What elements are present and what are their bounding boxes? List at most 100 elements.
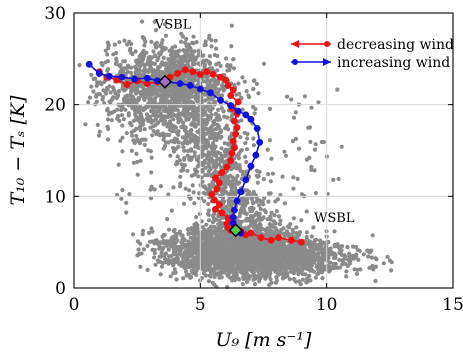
scatter-point	[276, 272, 281, 277]
scatter-point	[202, 146, 207, 151]
scatter-point	[320, 248, 325, 254]
scatter-point	[231, 66, 237, 71]
scatter-point	[196, 265, 201, 270]
scatter-point	[274, 246, 279, 252]
scatter-point	[142, 43, 147, 48]
scatter-point	[152, 239, 157, 244]
scatter-point	[214, 161, 219, 167]
scatter-point	[231, 182, 236, 187]
scatter-point	[120, 86, 125, 91]
scatter-point	[167, 99, 172, 104]
scatter-point	[251, 87, 256, 92]
scatter-point	[232, 83, 237, 88]
scatter-point	[307, 125, 313, 130]
scatter-point	[106, 126, 111, 132]
scatter-point	[290, 139, 295, 144]
data-point	[287, 236, 295, 244]
scatter-point	[262, 196, 267, 201]
scatter-point	[167, 119, 173, 124]
scatter-point	[130, 133, 135, 138]
scatter-point	[236, 163, 241, 168]
scatter-point	[270, 171, 275, 176]
scatter-point	[215, 126, 220, 131]
scatter-point	[238, 223, 243, 228]
scatter-point	[269, 255, 274, 261]
scatter-point	[332, 229, 337, 234]
scatter-point	[153, 96, 158, 101]
scatter-point	[204, 262, 209, 267]
scatter-point	[189, 147, 194, 152]
scatter-point	[217, 232, 222, 237]
scatter-point	[233, 189, 239, 195]
scatter-point	[316, 100, 321, 105]
scatter-point	[292, 266, 297, 271]
scatter-point	[308, 139, 313, 144]
scatter-point	[166, 261, 171, 266]
scatter-point	[140, 120, 145, 125]
scatter-point	[160, 48, 165, 53]
arrow-left-icon	[291, 40, 299, 48]
scatter-point	[251, 201, 256, 206]
scatter-point	[202, 152, 207, 157]
scatter-point	[142, 127, 147, 132]
scatter-point	[139, 93, 144, 98]
scatter-point	[310, 268, 315, 273]
scatter-point	[227, 275, 232, 280]
scatter-point	[202, 199, 207, 204]
scatter-point	[294, 237, 299, 242]
scatter-point	[150, 133, 155, 138]
scatter-point	[229, 258, 234, 263]
scatter-point	[259, 217, 264, 222]
scatter-point	[240, 282, 245, 287]
scatter-point	[291, 115, 297, 120]
scatter-point	[152, 187, 157, 192]
scatter-point	[153, 28, 158, 33]
scatter-point	[249, 241, 254, 246]
scatter-point	[268, 179, 273, 184]
scatter-point	[178, 174, 183, 179]
scatter-point	[238, 237, 243, 242]
scatter-point	[190, 40, 195, 46]
scatter-point	[249, 235, 254, 240]
scatter-point	[230, 278, 235, 283]
scatter-point	[236, 219, 241, 224]
scatter-point	[149, 108, 154, 113]
scatter-point	[220, 247, 225, 252]
legend-marker	[292, 59, 298, 65]
scatter-point	[244, 279, 250, 285]
scatter-point	[168, 274, 173, 279]
scatter-point	[206, 201, 211, 207]
scatter-point	[203, 39, 208, 44]
scatter-point	[234, 270, 239, 275]
scatter-point	[245, 136, 250, 141]
scatter-point	[206, 250, 211, 255]
scatter-point	[207, 54, 212, 59]
scatter-point	[236, 243, 241, 248]
data-point	[215, 201, 223, 209]
scatter-point	[271, 250, 276, 255]
scatter-point	[149, 170, 154, 175]
scatter-point	[234, 153, 239, 158]
scatter-point	[337, 265, 343, 270]
scatter-point	[120, 105, 125, 110]
scatter-point	[309, 234, 314, 239]
scatter-point	[285, 270, 290, 275]
scatter-point	[269, 223, 274, 228]
scatter-point	[154, 40, 159, 45]
scatter-point	[158, 272, 163, 277]
scatter-point	[120, 149, 125, 154]
scatter-point	[171, 263, 176, 268]
data-point	[218, 169, 226, 176]
scatter-point	[251, 191, 256, 196]
scatter-point	[243, 225, 248, 230]
scatter-point	[272, 213, 277, 218]
scatter-point	[248, 220, 253, 225]
scatter-point	[165, 132, 171, 137]
scatter-point	[173, 125, 179, 130]
scatter-point	[136, 57, 141, 63]
scatter-point	[135, 138, 140, 143]
scatter-point	[257, 211, 262, 217]
scatter-point	[143, 137, 148, 142]
